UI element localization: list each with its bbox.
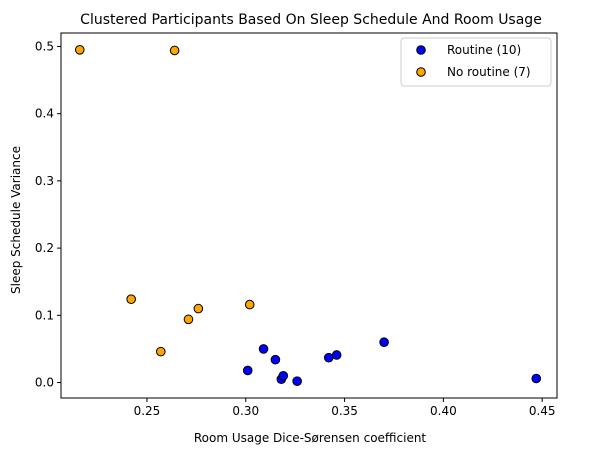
x-tick-label: 0.25: [134, 404, 161, 418]
y-tick-label: 0.1: [35, 308, 54, 322]
x-tick-label: 0.45: [529, 404, 556, 418]
plot-area: [60, 32, 558, 399]
x-tick-label: 0.40: [430, 404, 457, 418]
data-point-series-1: [74, 45, 85, 55]
data-points: [74, 45, 542, 386]
data-point-series-1: [126, 294, 136, 304]
legend-entry: Routine (10): [447, 43, 521, 57]
legend-marker: [416, 45, 426, 55]
data-point-series-0: [292, 376, 302, 386]
y-tick-label: 0.4: [35, 107, 54, 121]
data-point-series-0: [278, 371, 289, 381]
legend: Routine (10) No routine (7): [400, 37, 552, 87]
y-axis-ticks: 0.0 0.1 0.2 0.3 0.4 0.5: [35, 39, 61, 390]
legend-entry: No routine (7): [447, 65, 531, 79]
data-point-series-0: [531, 373, 542, 384]
data-point-series-1: [244, 299, 255, 310]
y-axis-label: Sleep Schedule Variance: [9, 146, 23, 294]
legend-box: [400, 37, 552, 87]
x-tick-label: 0.30: [232, 404, 259, 418]
y-tick-label: 0.5: [35, 39, 54, 53]
data-point-series-1: [193, 303, 204, 314]
data-point-series-0: [270, 354, 281, 365]
y-tick-label: 0.0: [35, 376, 54, 390]
y-tick-label: 0.3: [35, 174, 54, 188]
data-point-series-0: [242, 365, 253, 376]
legend-marker: [416, 67, 426, 77]
data-point-series-0: [379, 337, 389, 348]
data-point-series-0: [331, 350, 342, 360]
x-axis-ticks: 0.25 0.30 0.35 0.40 0.45: [134, 398, 556, 418]
y-tick-label: 0.2: [35, 241, 54, 255]
data-point-series-1: [183, 314, 194, 325]
data-point-series-0: [258, 344, 269, 354]
data-point-series-1: [155, 346, 166, 357]
chart-title: Clustered Participants Based On Sleep Sc…: [80, 12, 542, 28]
data-point-series-1: [169, 45, 180, 56]
x-tick-label: 0.35: [331, 404, 358, 418]
x-axis-label: Room Usage Dice-Sørensen coefficient: [194, 431, 427, 445]
data-point-series-0: [323, 352, 334, 363]
plot-frame: [60, 32, 558, 399]
